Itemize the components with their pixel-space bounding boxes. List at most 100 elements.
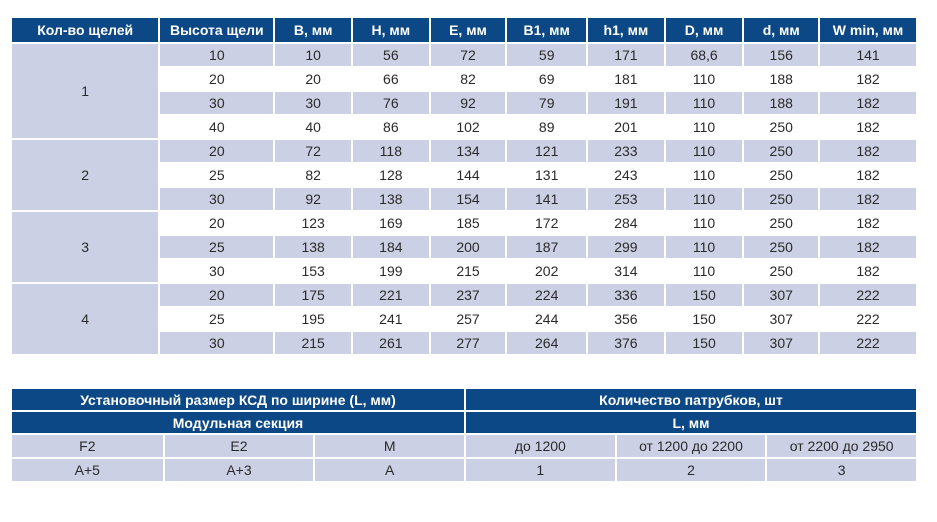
table-cell: 69 (507, 68, 587, 90)
table-cell: 56 (353, 44, 429, 66)
table-cell: 20 (160, 212, 274, 234)
table-cell: 30 (160, 92, 274, 114)
nozzle-value-1: 1 (466, 459, 615, 481)
table-cell: 89 (507, 116, 587, 138)
table-cell: 40 (275, 116, 351, 138)
table-cell: 40 (160, 116, 274, 138)
length-column-3: от 2200 до 2950 (767, 435, 916, 457)
table-cell: 66 (353, 68, 429, 90)
table-cell: 110 (665, 92, 743, 114)
table-cell: 244 (507, 308, 587, 330)
table-cell: 153 (275, 260, 351, 282)
column-header: W min, мм (820, 18, 916, 42)
table-cell: 92 (275, 188, 351, 210)
table-cell: 72 (275, 140, 351, 162)
table-cell: 188 (744, 92, 819, 114)
section-value-e2: A+3 (164, 459, 314, 481)
table-cell: 86 (353, 116, 429, 138)
column-header: H, мм (353, 18, 429, 42)
table-cell: 307 (744, 308, 819, 330)
table-cell: 182 (820, 188, 916, 210)
table-cell: 110 (665, 212, 743, 234)
column-header: D, мм (665, 18, 743, 42)
table-cell: 222 (820, 308, 916, 330)
table-row: 25 82 128 144 131 243 110 250 182 (12, 164, 916, 186)
table-cell: 182 (820, 164, 916, 186)
installation-size-title: Установочный размер КСД по ширине (L, мм… (12, 389, 464, 410)
table-cell: 181 (588, 68, 664, 90)
table-header-row: Кол-во щелей Высота щели B, мм H, мм E, мм B1… (12, 18, 916, 42)
table-cell: 237 (430, 284, 506, 306)
installation-title-row: Установочный размер КСД по ширине (L, мм… (12, 389, 916, 410)
table-cell: 171 (588, 44, 664, 66)
table-cell: 59 (507, 44, 587, 66)
table-cell: 184 (353, 236, 429, 258)
table-cell: 195 (275, 308, 351, 330)
table-cell: 123 (275, 212, 351, 234)
table-cell: 307 (744, 284, 819, 306)
table-row: 3 20 123 169 185 172 284 110 250 182 (12, 212, 916, 282)
table-cell: 250 (744, 116, 819, 138)
installation-subtitle-row: Модульная секция L, мм (12, 412, 916, 433)
table-cell: 187 (507, 236, 587, 258)
table-cell: 215 (275, 332, 351, 354)
table-cell: 25 (160, 236, 274, 258)
table-cell: 141 (507, 188, 587, 210)
table-cell: 141 (820, 44, 916, 66)
table-cell: 110 (665, 164, 743, 186)
table-cell: 172 (507, 212, 587, 234)
table-cell: 20 (160, 140, 274, 162)
installation-columns-row: F2 E2 M до 1200 от 1200 до 2200 от 2200 … (12, 435, 916, 457)
table-cell: 250 (744, 188, 819, 210)
nozzle-value-3: 3 (767, 459, 916, 481)
table-cell: 191 (588, 92, 664, 114)
table-cell: 182 (820, 236, 916, 258)
length-column-1: до 1200 (466, 435, 615, 457)
slot-count-cell: 2 (12, 140, 159, 210)
table-cell: 76 (353, 92, 429, 114)
column-header: B1, мм (507, 18, 587, 42)
table-cell: 201 (588, 116, 664, 138)
table-cell: 150 (665, 332, 743, 354)
table-cell: 30 (275, 92, 351, 114)
column-header: h1, мм (588, 18, 664, 42)
table-cell: 30 (160, 332, 274, 354)
table-cell: 222 (820, 332, 916, 354)
table-cell: 30 (160, 260, 274, 282)
table-cell: 200 (430, 236, 506, 258)
section-column-f2: F2 (12, 435, 163, 457)
section-value-f2: A+5 (12, 459, 163, 481)
table-row: 1 10 10 56 72 59 171 68,6 156 141 (12, 44, 916, 138)
table-cell: 250 (744, 236, 819, 258)
table-cell: 20 (160, 284, 274, 306)
table-cell: 79 (507, 92, 587, 114)
table-cell: 356 (588, 308, 664, 330)
module-section-title: Модульная секция (12, 412, 464, 433)
table-row: 25 138 184 200 187 299 110 250 182 (12, 236, 916, 258)
table-cell: 241 (353, 308, 429, 330)
table-cell: 314 (588, 260, 664, 282)
slot-count-cell: 1 (12, 44, 159, 138)
slot-count-cell: 3 (12, 212, 159, 282)
table-cell: 110 (665, 260, 743, 282)
table-cell: 222 (820, 284, 916, 306)
table-cell: 110 (665, 116, 743, 138)
table-row: 20 20 66 82 69 181 110 188 182 (12, 68, 916, 90)
table-row: 30 153 199 215 202 314 110 250 182 (12, 260, 916, 282)
table-cell: 199 (353, 260, 429, 282)
length-title: L, мм (466, 412, 916, 433)
table-cell: 182 (820, 212, 916, 234)
nozzle-count-title: Количество патрубков, шт (466, 389, 916, 410)
table-cell: 121 (507, 140, 587, 162)
table-cell: 30 (160, 188, 274, 210)
table-cell: 188 (744, 68, 819, 90)
column-header: Высота щели (160, 18, 274, 42)
table-row: 4 20 175 221 237 224 336 150 307 222 (12, 284, 916, 354)
installation-table: Установочный размер КСД по ширине (L, мм… (10, 387, 918, 483)
table-cell: 156 (744, 44, 819, 66)
table-cell: 250 (744, 212, 819, 234)
table-cell: 376 (588, 332, 664, 354)
table-cell: 134 (430, 140, 506, 162)
column-header: E, мм (430, 18, 506, 42)
table-cell: 299 (588, 236, 664, 258)
